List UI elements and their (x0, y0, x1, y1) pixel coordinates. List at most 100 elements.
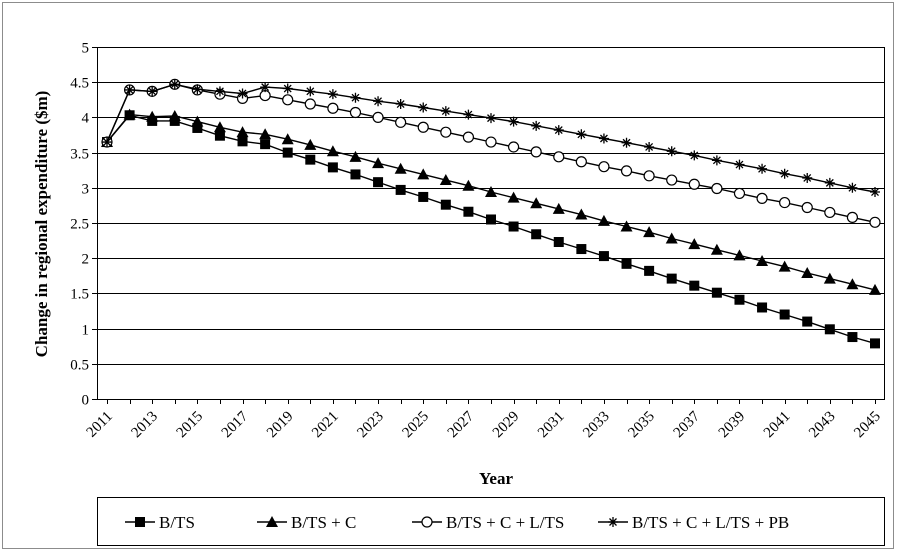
data-point (123, 108, 136, 120)
legend-marker (266, 516, 278, 527)
data-point (169, 79, 180, 90)
data-point (260, 82, 271, 93)
data-point (847, 332, 858, 343)
data-point (282, 147, 293, 158)
data-point (394, 162, 407, 174)
legend-entry-3: B/TS + C + L/TS + PB (598, 513, 789, 532)
data-point (507, 191, 520, 203)
y-tick-label: 0.5 (70, 358, 89, 374)
data-point (463, 206, 474, 217)
data-point (486, 113, 496, 124)
y-tick-label: 1.5 (70, 287, 89, 303)
data-point (440, 126, 452, 138)
legend-marker (608, 517, 618, 527)
series-3 (102, 79, 880, 198)
data-point (236, 126, 249, 138)
data-point (349, 106, 362, 119)
data-point (192, 84, 203, 95)
data-point (440, 199, 451, 210)
axes (92, 47, 885, 404)
y-tick-label: 3.5 (70, 147, 89, 163)
data-point (644, 265, 655, 276)
data-point (102, 137, 112, 148)
data-point (485, 186, 497, 198)
data-point (349, 150, 362, 162)
data-point (576, 244, 587, 255)
data-point (237, 136, 248, 147)
y-tick-label: 5 (82, 41, 90, 57)
data-point (508, 116, 519, 127)
data-point (530, 197, 543, 209)
y-tick-label: 2 (82, 252, 90, 268)
data-point (711, 155, 722, 166)
data-point (124, 84, 135, 95)
data-point (688, 238, 701, 250)
data-point (621, 137, 632, 148)
data-point (305, 154, 316, 165)
data-point (598, 251, 609, 262)
data-point (688, 178, 700, 190)
data-point (870, 187, 880, 198)
data-point (643, 170, 655, 182)
data-point (418, 191, 429, 202)
data-point (553, 125, 564, 136)
data-point (620, 220, 633, 232)
data-point (869, 216, 881, 228)
data-point (395, 184, 406, 195)
data-point (779, 309, 790, 320)
data-point (665, 232, 678, 244)
data-point (373, 177, 384, 188)
data-point (417, 121, 429, 133)
data-point (620, 165, 633, 177)
y-tick-label: 1 (82, 323, 90, 339)
data-point (214, 86, 225, 97)
data-point (666, 273, 677, 284)
data-point (305, 86, 316, 97)
data-point (575, 156, 587, 168)
data-point (395, 116, 407, 128)
data-point (326, 145, 339, 157)
data-point (260, 139, 271, 150)
data-point (531, 120, 542, 131)
data-point (757, 163, 768, 174)
legend-entry-0: B/TS (125, 513, 195, 532)
data-point (823, 272, 836, 284)
data-point (462, 131, 475, 143)
data-point (598, 161, 610, 173)
legend-box (97, 497, 885, 546)
data-point (418, 102, 429, 113)
series-0 (102, 110, 880, 349)
data-point (733, 249, 746, 261)
legend-label: B/TS (159, 513, 195, 532)
data-point (463, 109, 474, 120)
data-point (373, 96, 384, 107)
data-point (282, 94, 294, 106)
data-point (576, 129, 587, 140)
data-point (733, 187, 746, 200)
data-point (778, 260, 791, 272)
data-point (259, 128, 272, 140)
data-point (531, 229, 542, 240)
data-point (507, 141, 520, 153)
data-point (530, 146, 542, 158)
data-point (327, 102, 339, 114)
data-point (666, 174, 678, 186)
legend-items: B/TS B/TS + C B/TS + C + L/TS B/TS + C + L/… (125, 513, 789, 532)
data-point (621, 258, 632, 269)
data-point (757, 302, 768, 313)
y-axis-title: Change in regional expenditure ($m) (32, 91, 51, 358)
data-point (846, 278, 859, 290)
x-axis-title: Year (479, 469, 513, 488)
data-point (643, 226, 656, 238)
data-point (847, 182, 858, 193)
data-point (846, 211, 859, 223)
legend-marker (135, 517, 145, 527)
legend: B/TS B/TS + C B/TS + C + L/TS B/TS + C + L/… (97, 497, 885, 546)
data-point (304, 98, 316, 110)
y-tick-label: 3 (82, 182, 90, 198)
legend-label: B/TS + C + L/TS + PB (632, 513, 789, 532)
y-tick-label: 2.5 (70, 217, 89, 233)
data-point (575, 208, 588, 220)
